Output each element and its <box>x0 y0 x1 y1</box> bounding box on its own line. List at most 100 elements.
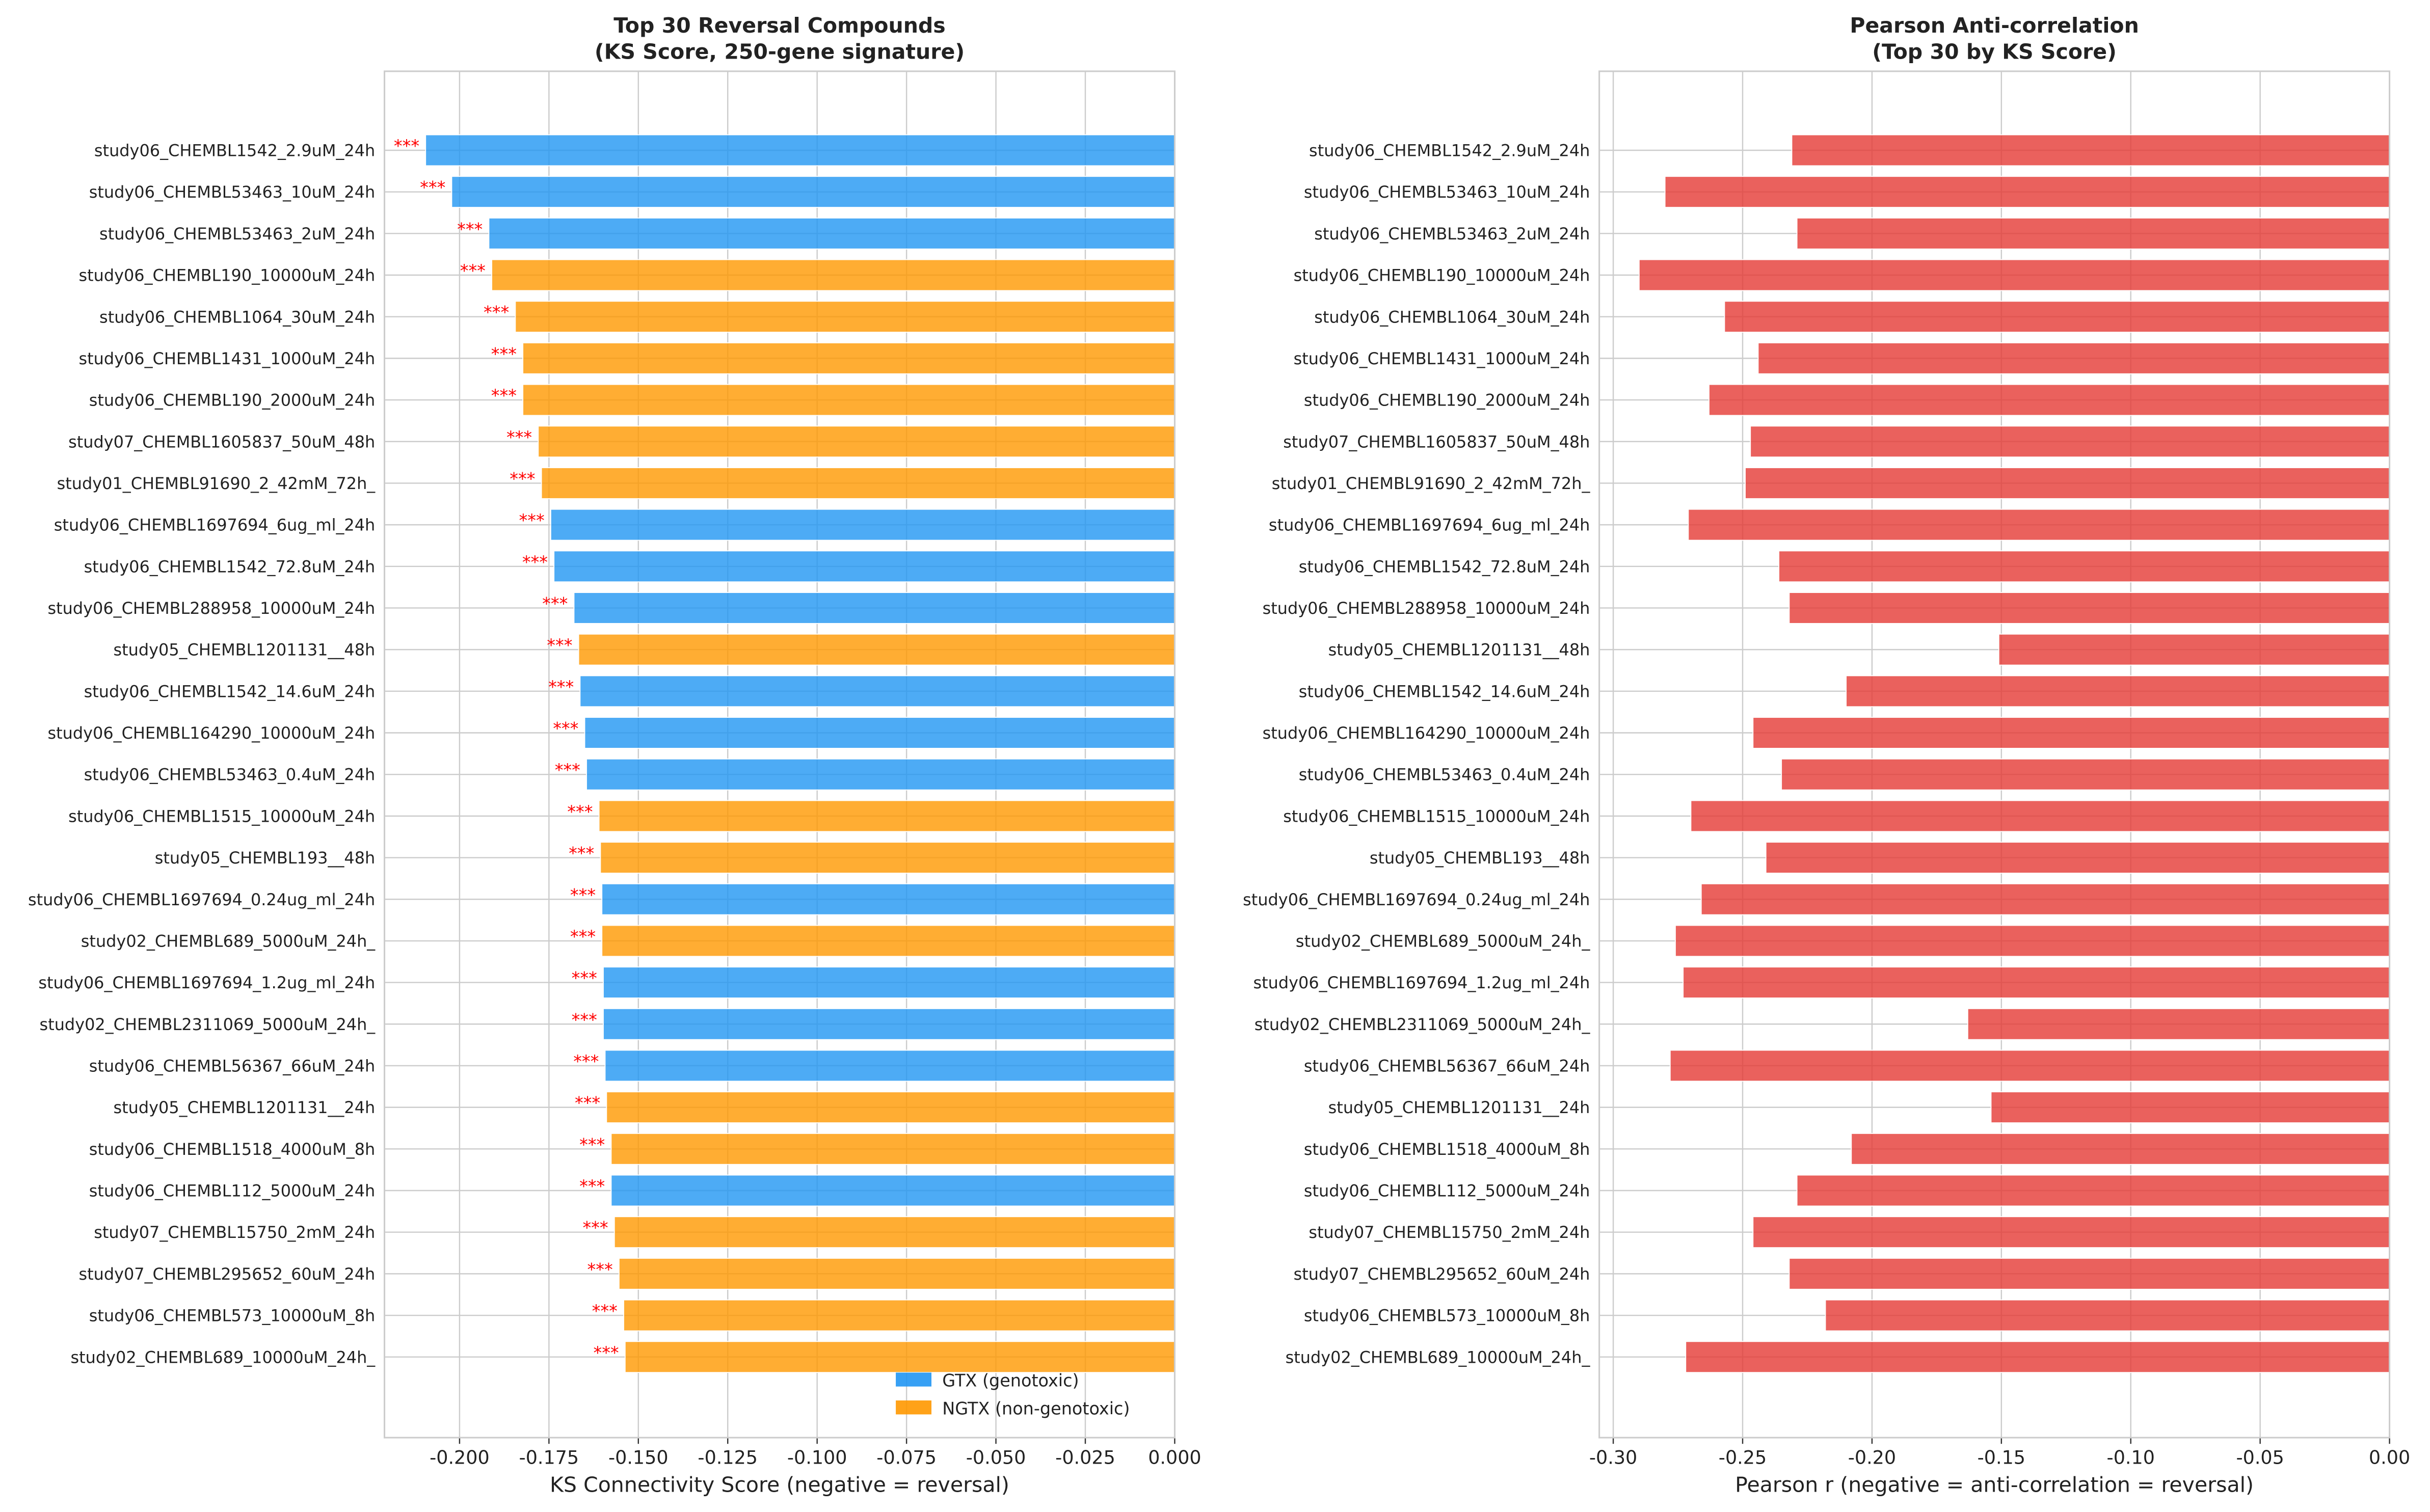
y-tick-label: study02_CHEMBL689_10000uM_24h_ <box>1286 1347 1591 1367</box>
bar <box>1757 342 2390 374</box>
significance-stars: *** <box>572 1010 597 1030</box>
y-tick-label: study06_CHEMBL190_2000uM_24h <box>1304 391 1590 410</box>
bar <box>1990 1091 2390 1123</box>
significance-stars: *** <box>570 927 596 947</box>
bar <box>522 342 1176 374</box>
bar <box>604 1049 1176 1082</box>
bar <box>584 717 1176 749</box>
bar <box>550 508 1176 541</box>
y-tick-label: study06_CHEMBL190_2000uM_24h <box>89 391 376 410</box>
y-tick-label: study06_CHEMBL112_5000uM_24h <box>1304 1181 1590 1201</box>
y-tick-label: study06_CHEMBL164290_10000uM_24h <box>48 723 376 743</box>
bar <box>1664 176 2390 208</box>
bar <box>1683 966 2390 998</box>
y-tick-label: study06_CHEMBL190_10000uM_24h <box>78 266 375 285</box>
y-tick-label: study06_CHEMBL1697694_0.24ug_ml_24h <box>1243 890 1590 909</box>
significance-stars: *** <box>572 968 597 988</box>
y-tick-label: study07_CHEMBL1605837_50uM_48h <box>1283 432 1590 451</box>
significance-stars: *** <box>579 1176 605 1196</box>
pearson-panel: -0.30 -0.25 -0.20 -0.15 -0.10 -0.05 0.00 study0… <box>1243 13 2410 1497</box>
y-tick-label: study05_CHEMBL1201131__24h <box>1328 1098 1590 1117</box>
chart-title: Pearson Anti-correlation <box>1850 13 2139 38</box>
x-tick-label: -0.125 <box>698 1447 758 1469</box>
bar <box>1851 1132 2390 1165</box>
bar <box>606 1091 1176 1123</box>
bar <box>610 1174 1176 1207</box>
x-tick-label: 0.000 <box>1148 1447 1201 1469</box>
y-tick-label: study05_CHEMBL193__48h <box>155 848 376 868</box>
bar <box>1675 925 2390 957</box>
significance-stars: *** <box>579 1135 605 1154</box>
significance-stars: *** <box>582 1218 608 1238</box>
y-tick-label: study06_CHEMBL573_10000uM_8h <box>1304 1306 1590 1326</box>
bar <box>1745 467 2390 499</box>
bar <box>578 633 1176 666</box>
significance-stars: *** <box>555 760 580 780</box>
bar <box>488 218 1176 250</box>
legend-label: NGTX (non-genotoxic) <box>942 1398 1130 1418</box>
y-tick-label: study02_CHEMBL689_10000uM_24h_ <box>70 1347 376 1367</box>
bar <box>573 592 1176 624</box>
y-tick-label: study06_CHEMBL1542_72.8uM_24h <box>84 557 376 576</box>
bar <box>601 883 1176 915</box>
y-tick-label: study05_CHEMBL193__48h <box>1370 848 1590 868</box>
y-tick-label: study06_CHEMBL1518_4000uM_8h <box>89 1140 376 1159</box>
y-tick-label: study01_CHEMBL91690_2_42mM_72h_ <box>57 474 376 493</box>
x-tick-label: -0.30 <box>1589 1447 1637 1469</box>
bar <box>1998 633 2390 666</box>
bar <box>1846 675 2390 708</box>
y-tick-label: study06_CHEMBL53463_10uM_24h <box>89 182 376 202</box>
axes-frame <box>384 70 1176 1439</box>
y-tick-label: study05_CHEMBL1201131__48h <box>1328 640 1590 660</box>
y-tick-label: study07_CHEMBL295652_60uM_24h <box>1294 1264 1590 1284</box>
significance-stars: *** <box>542 594 568 614</box>
y-tick-label: study06_CHEMBL1431_1000uM_24h <box>78 349 375 368</box>
legend-swatch <box>896 1400 931 1415</box>
significance-stars: *** <box>522 552 548 572</box>
bar <box>425 134 1176 167</box>
significance-stars: *** <box>510 469 535 489</box>
x-tick-label: -0.075 <box>876 1447 937 1469</box>
y-tick-label: study06_CHEMBL288958_10000uM_24h <box>1263 599 1590 618</box>
y-tick-label: study07_CHEMBL15750_2mM_24h <box>1309 1223 1590 1242</box>
y-tick-label: study06_CHEMBL56367_66uM_24h <box>1304 1057 1590 1076</box>
significance-stars: *** <box>506 427 532 447</box>
significance-stars: *** <box>491 344 517 364</box>
bar <box>579 675 1176 708</box>
bar <box>1796 218 2390 250</box>
y-tick-label: study06_CHEMBL1518_4000uM_8h <box>1304 1140 1590 1159</box>
significance-stars: *** <box>457 219 483 239</box>
y-tick-label: study06_CHEMBL56367_66uM_24h <box>89 1057 376 1076</box>
y-tick-label: study07_CHEMBL1605837_50uM_48h <box>68 432 375 451</box>
significance-stars: *** <box>567 802 593 822</box>
bar <box>1708 384 2390 416</box>
bar <box>541 467 1176 499</box>
bar <box>1781 758 2390 791</box>
y-tick-label: study06_CHEMBL53463_0.4uM_24h <box>1299 765 1590 785</box>
significance-stars: *** <box>594 1343 619 1363</box>
bar <box>603 1008 1176 1040</box>
significance-stars: *** <box>575 1093 600 1113</box>
x-tick-label: -0.20 <box>1848 1447 1896 1469</box>
bar <box>1750 425 2390 458</box>
bar <box>1967 1008 2390 1040</box>
x-tick-label: -0.100 <box>787 1447 847 1469</box>
bar <box>1688 508 2390 541</box>
y-tick-label: study06_CHEMBL1542_2.9uM_24h <box>94 141 375 160</box>
bar <box>601 925 1176 957</box>
y-tick-label: study06_CHEMBL112_5000uM_24h <box>89 1181 376 1201</box>
y-tick-label: study02_CHEMBL689_5000uM_24h_ <box>81 931 376 951</box>
significance-stars: *** <box>570 885 596 905</box>
x-axis-label: Pearson r (negative = anti-correlation =… <box>1735 1472 2254 1497</box>
y-tick-label: study06_CHEMBL1697694_1.2ug_ml_24h <box>38 973 375 992</box>
bar <box>538 425 1176 458</box>
y-tick-label: study06_CHEMBL53463_2uM_24h <box>1314 224 1590 244</box>
bar <box>1724 301 2390 333</box>
legend-swatch <box>896 1372 931 1387</box>
y-tick-label: study02_CHEMBL689_5000uM_24h_ <box>1296 931 1591 951</box>
x-tick-label: -0.15 <box>1978 1447 2025 1469</box>
y-tick-label: study05_CHEMBL1201131__48h <box>114 640 376 660</box>
axes-frame <box>1598 70 2391 1439</box>
significance-stars: *** <box>553 719 578 739</box>
bar <box>522 384 1176 416</box>
